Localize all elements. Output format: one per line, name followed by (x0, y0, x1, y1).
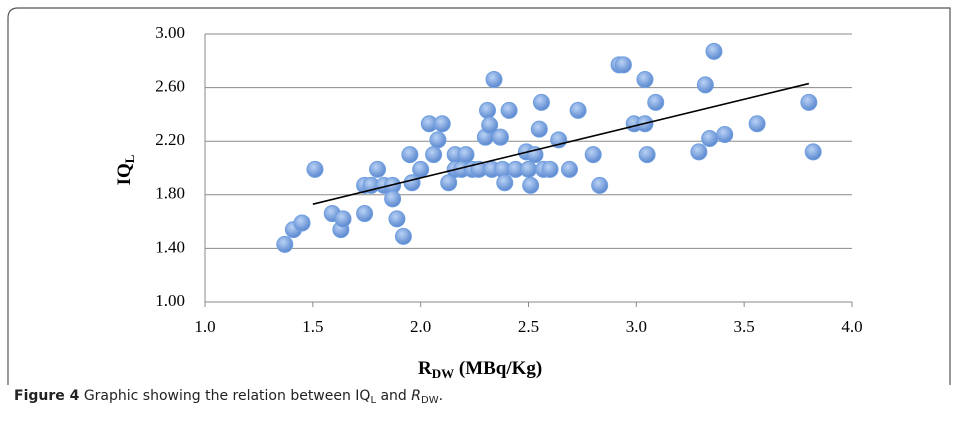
y-tick-label: 1.00 (155, 291, 185, 310)
y-tick-label: 1.40 (155, 237, 185, 256)
point (276, 235, 294, 253)
point (716, 126, 734, 143)
point (530, 120, 548, 138)
point (614, 56, 632, 74)
point (496, 174, 514, 192)
x-axis-label: RDW (MBq/Kg) (418, 358, 542, 381)
y-axis-label: IQL (114, 154, 137, 185)
point (701, 130, 719, 148)
x-tick-label: 2.5 (518, 317, 539, 336)
point (433, 115, 451, 133)
point (394, 227, 412, 245)
point (401, 146, 419, 164)
trend-line (312, 82, 810, 205)
point (591, 176, 609, 194)
point (560, 160, 578, 178)
y-tick-label: 2.20 (155, 130, 185, 149)
point (500, 101, 518, 119)
point (584, 146, 602, 164)
point (636, 71, 654, 89)
x-tick-label: 4.0 (841, 317, 862, 336)
x-tick-label: 3.5 (734, 317, 755, 336)
y-tick-label: 3.00 (155, 23, 185, 42)
point (690, 143, 708, 161)
point (334, 210, 352, 228)
x-tick-label: 2.0 (410, 317, 431, 336)
x-tick-label: 1.0 (194, 317, 215, 336)
point (369, 160, 387, 178)
point (638, 146, 656, 164)
point (800, 93, 818, 111)
point (647, 93, 665, 111)
point (804, 143, 822, 161)
point (748, 115, 766, 133)
y-tick-label: 1.80 (155, 184, 185, 203)
point (412, 160, 430, 178)
point (356, 205, 374, 223)
point (522, 176, 540, 194)
point (306, 160, 324, 178)
point (705, 42, 723, 60)
point (520, 160, 537, 178)
point (388, 210, 406, 228)
frame (7, 7, 951, 385)
point (532, 93, 550, 111)
x-tick-label: 3.0 (626, 317, 647, 336)
point (485, 71, 503, 89)
caption: Figure 4 Graphic showing the relation be… (14, 388, 443, 406)
x-tick-label: 1.5 (302, 317, 323, 336)
point (481, 116, 499, 134)
point (429, 131, 447, 149)
point (479, 101, 497, 119)
point (569, 101, 587, 119)
y-tick-label: 2.60 (155, 77, 185, 96)
point (293, 214, 311, 232)
point (384, 190, 402, 208)
point (696, 76, 714, 94)
point (425, 146, 443, 164)
point (541, 160, 559, 178)
point (457, 146, 475, 164)
point (491, 128, 509, 146)
